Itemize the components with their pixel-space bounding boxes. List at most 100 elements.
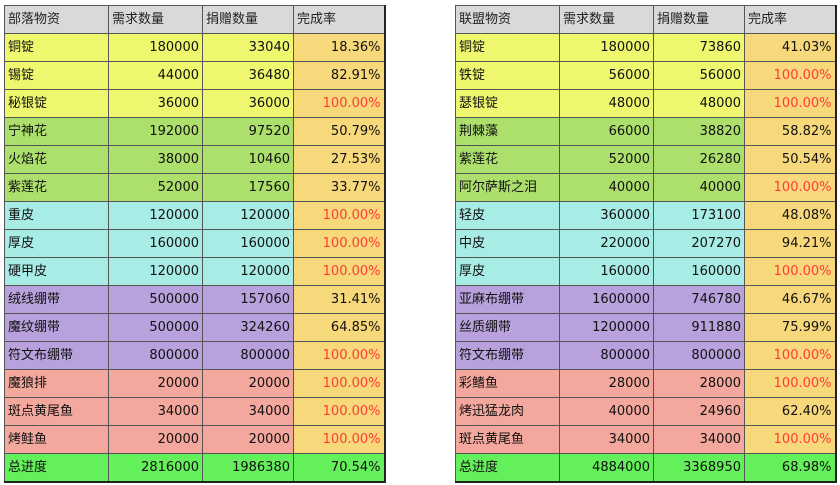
- rate-cell[interactable]: 82.91%: [293, 61, 386, 90]
- rate-cell[interactable]: 100.00%: [293, 229, 386, 258]
- header-cell-donated[interactable]: 捐赠数量: [653, 5, 745, 34]
- demand-cell[interactable]: 500000: [108, 285, 203, 314]
- demand-cell[interactable]: 52000: [108, 173, 203, 202]
- rate-cell[interactable]: 100.00%: [744, 61, 837, 90]
- rate-cell[interactable]: 100.00%: [744, 173, 837, 202]
- header-cell-demand[interactable]: 需求数量: [559, 5, 654, 34]
- material-name-cell[interactable]: 荆棘藻: [455, 117, 560, 146]
- donated-cell[interactable]: 56000: [653, 61, 745, 90]
- material-name-cell[interactable]: 瑟银锭: [455, 89, 560, 118]
- rate-cell[interactable]: 100.00%: [293, 201, 386, 230]
- demand-cell[interactable]: 2816000: [108, 453, 203, 483]
- demand-cell[interactable]: 52000: [559, 145, 654, 174]
- demand-cell[interactable]: 28000: [559, 369, 654, 398]
- header-cell-rate[interactable]: 完成率: [744, 5, 837, 34]
- material-name-cell[interactable]: 符文布绷带: [4, 341, 109, 370]
- rate-cell[interactable]: 100.00%: [293, 397, 386, 426]
- material-name-cell[interactable]: 亚麻布绷带: [455, 285, 560, 314]
- material-name-cell[interactable]: 硬甲皮: [4, 257, 109, 286]
- demand-cell[interactable]: 34000: [108, 397, 203, 426]
- demand-cell[interactable]: 1600000: [559, 285, 654, 314]
- rate-cell[interactable]: 64.85%: [293, 313, 386, 342]
- material-name-cell[interactable]: 烤迅猛龙肉: [455, 397, 560, 426]
- demand-cell[interactable]: 20000: [108, 425, 203, 454]
- donated-cell[interactable]: 160000: [653, 257, 745, 286]
- material-name-cell[interactable]: 厚皮: [4, 229, 109, 258]
- material-name-cell[interactable]: 绒线绷带: [4, 285, 109, 314]
- donated-cell[interactable]: 24960: [653, 397, 745, 426]
- donated-cell[interactable]: 97520: [202, 117, 294, 146]
- material-name-cell[interactable]: 符文布绷带: [455, 341, 560, 370]
- header-cell-material[interactable]: 联盟物资: [455, 5, 560, 34]
- donated-cell[interactable]: 34000: [653, 425, 745, 454]
- donated-cell[interactable]: 173100: [653, 201, 745, 230]
- rate-cell[interactable]: 41.03%: [744, 33, 837, 62]
- demand-cell[interactable]: 360000: [559, 201, 654, 230]
- material-name-cell[interactable]: 轻皮: [455, 201, 560, 230]
- donated-cell[interactable]: 40000: [653, 173, 745, 202]
- demand-cell[interactable]: 36000: [108, 89, 203, 118]
- demand-cell[interactable]: 160000: [559, 257, 654, 286]
- demand-cell[interactable]: 48000: [559, 89, 654, 118]
- demand-cell[interactable]: 20000: [108, 369, 203, 398]
- donated-cell[interactable]: 28000: [653, 369, 745, 398]
- rate-cell[interactable]: 46.67%: [744, 285, 837, 314]
- rate-cell[interactable]: 18.36%: [293, 33, 386, 62]
- demand-cell[interactable]: 160000: [108, 229, 203, 258]
- demand-cell[interactable]: 4884000: [559, 453, 654, 483]
- donated-cell[interactable]: 38820: [653, 117, 745, 146]
- rate-cell[interactable]: 100.00%: [744, 257, 837, 286]
- header-cell-donated[interactable]: 捐赠数量: [202, 5, 294, 34]
- header-cell-rate[interactable]: 完成率: [293, 5, 386, 34]
- rate-cell[interactable]: 50.54%: [744, 145, 837, 174]
- donated-cell[interactable]: 48000: [653, 89, 745, 118]
- donated-cell[interactable]: 10460: [202, 145, 294, 174]
- demand-cell[interactable]: 56000: [559, 61, 654, 90]
- donated-cell[interactable]: 20000: [202, 425, 294, 454]
- material-name-cell[interactable]: 铁锭: [455, 61, 560, 90]
- material-name-cell[interactable]: 铜锭: [455, 33, 560, 62]
- demand-cell[interactable]: 192000: [108, 117, 203, 146]
- donated-cell[interactable]: 36480: [202, 61, 294, 90]
- material-name-cell[interactable]: 秘银锭: [4, 89, 109, 118]
- demand-cell[interactable]: 120000: [108, 201, 203, 230]
- donated-cell[interactable]: 26280: [653, 145, 745, 174]
- demand-cell[interactable]: 220000: [559, 229, 654, 258]
- demand-cell[interactable]: 66000: [559, 117, 654, 146]
- demand-cell[interactable]: 180000: [559, 33, 654, 62]
- donated-cell[interactable]: 157060: [202, 285, 294, 314]
- rate-cell[interactable]: 58.82%: [744, 117, 837, 146]
- demand-cell[interactable]: 1200000: [559, 313, 654, 342]
- donated-cell[interactable]: 33040: [202, 33, 294, 62]
- rate-cell[interactable]: 100.00%: [744, 425, 837, 454]
- donated-cell[interactable]: 800000: [202, 341, 294, 370]
- donated-cell[interactable]: 73860: [653, 33, 745, 62]
- donated-cell[interactable]: 120000: [202, 257, 294, 286]
- demand-cell[interactable]: 800000: [108, 341, 203, 370]
- material-name-cell[interactable]: 斑点黄尾鱼: [455, 425, 560, 454]
- rate-cell[interactable]: 100.00%: [293, 369, 386, 398]
- material-name-cell[interactable]: 斑点黄尾鱼: [4, 397, 109, 426]
- demand-cell[interactable]: 800000: [559, 341, 654, 370]
- rate-cell[interactable]: 100.00%: [293, 257, 386, 286]
- demand-cell[interactable]: 180000: [108, 33, 203, 62]
- rate-cell[interactable]: 75.99%: [744, 313, 837, 342]
- demand-cell[interactable]: 38000: [108, 145, 203, 174]
- donated-cell[interactable]: 36000: [202, 89, 294, 118]
- demand-cell[interactable]: 120000: [108, 257, 203, 286]
- donated-cell[interactable]: 746780: [653, 285, 745, 314]
- demand-cell[interactable]: 40000: [559, 397, 654, 426]
- material-name-cell[interactable]: 总进度: [4, 453, 109, 483]
- rate-cell[interactable]: 48.08%: [744, 201, 837, 230]
- material-name-cell[interactable]: 紫莲花: [4, 173, 109, 202]
- rate-cell[interactable]: 100.00%: [744, 341, 837, 370]
- material-name-cell[interactable]: 彩鳍鱼: [455, 369, 560, 398]
- rate-cell[interactable]: 94.21%: [744, 229, 837, 258]
- material-name-cell[interactable]: 重皮: [4, 201, 109, 230]
- material-name-cell[interactable]: 魔纹绷带: [4, 313, 109, 342]
- demand-cell[interactable]: 34000: [559, 425, 654, 454]
- material-name-cell[interactable]: 铜锭: [4, 33, 109, 62]
- demand-cell[interactable]: 500000: [108, 313, 203, 342]
- header-cell-demand[interactable]: 需求数量: [108, 5, 203, 34]
- material-name-cell[interactable]: 阿尔萨斯之泪: [455, 173, 560, 202]
